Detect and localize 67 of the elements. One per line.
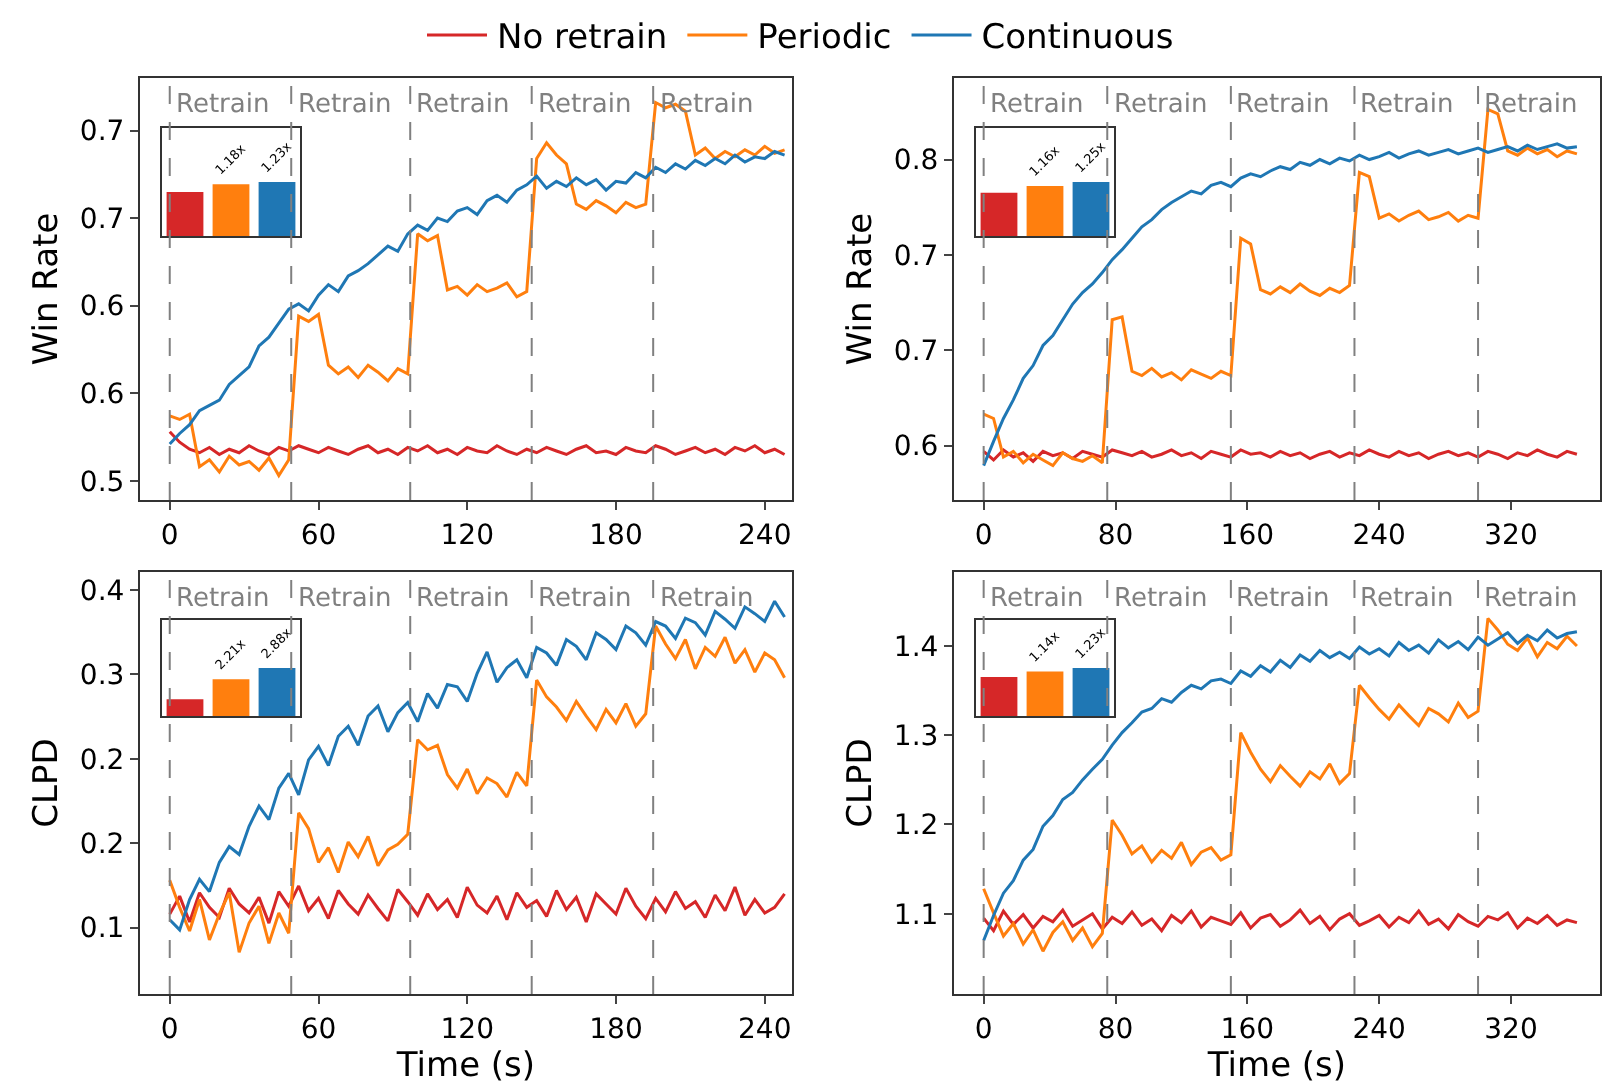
x-tick-label: 0 — [160, 1013, 179, 1046]
x-tick-label: 80 — [1097, 519, 1134, 552]
ref-line-label: Retrain — [176, 90, 270, 120]
legend-label: Continuous — [981, 18, 1174, 59]
y-tick-label: 0.5 — [79, 466, 125, 499]
y-tick-label: 1.1 — [893, 899, 939, 932]
x-tick-label: 60 — [300, 519, 337, 552]
legend-label: No retrain — [497, 18, 668, 59]
ref-line-label: Retrain — [538, 584, 632, 614]
ref-line-label: Retrain — [298, 90, 392, 120]
legend-label: Periodic — [757, 18, 892, 59]
y-tick-label: 0.4 — [79, 575, 125, 608]
x-tick-label: 320 — [1484, 519, 1538, 552]
ref-line-label: Retrain — [416, 90, 510, 120]
ref-line-label: Retrain — [1360, 90, 1454, 120]
ref-line-label: Retrain — [990, 584, 1084, 614]
y-tick-label: 0.7 — [79, 116, 125, 149]
x-tick-label: 320 — [1484, 1013, 1538, 1046]
ref-line-label: Retrain — [660, 584, 754, 614]
ref-line-label: Retrain — [1236, 90, 1330, 120]
y-axis-title: Win Rate — [840, 212, 881, 366]
x-tick-label: 240 — [1352, 1013, 1406, 1046]
x-tick-label: 80 — [1097, 1013, 1134, 1046]
y-axis-title: CLPD — [840, 738, 881, 828]
x-tick-label: 240 — [738, 1013, 792, 1046]
x-tick-label: 0 — [974, 519, 993, 552]
y-tick-label: 0.7 — [893, 241, 939, 274]
y-tick-label: 0.3 — [79, 660, 125, 693]
y-tick-label: 1.2 — [893, 810, 939, 843]
y-tick-label: 0.6 — [79, 291, 125, 324]
x-tick-label: 0 — [160, 519, 179, 552]
ref-line-label: Retrain — [1484, 90, 1578, 120]
x-tick-label: 240 — [738, 519, 792, 552]
ref-line-label: Retrain — [538, 90, 632, 120]
y-tick-label: 0.6 — [79, 378, 125, 411]
x-axis-title: Time (s) — [1205, 1045, 1347, 1086]
y-axis-title: Win Rate — [26, 212, 67, 366]
y-tick-label: 0.8 — [893, 145, 939, 178]
y-tick-label: 1.3 — [893, 721, 939, 754]
ref-line-label: Retrain — [298, 584, 392, 614]
y-tick-label: 1.4 — [893, 631, 939, 664]
ref-line-label: Retrain — [1114, 584, 1208, 614]
y-tick-label: 0.2 — [79, 744, 125, 777]
x-tick-label: 120 — [440, 519, 494, 552]
y-axis-title: CLPD — [26, 738, 67, 828]
ref-line-label: Retrain — [416, 584, 510, 614]
y-tick-label: 0.7 — [893, 335, 939, 368]
x-tick-label: 160 — [1220, 519, 1275, 552]
ref-line-label: Retrain — [1360, 584, 1454, 614]
ref-line-label: Retrain — [1236, 584, 1330, 614]
x-tick-label: 180 — [589, 519, 643, 552]
ref-line-label: Retrain — [660, 90, 754, 120]
x-tick-label: 0 — [974, 1013, 993, 1046]
x-tick-label: 120 — [440, 1013, 494, 1046]
ref-line-label: Retrain — [990, 90, 1084, 120]
x-tick-label: 60 — [300, 1013, 337, 1046]
y-tick-label: 0.7 — [79, 203, 125, 236]
ref-line-label: Retrain — [1114, 90, 1208, 120]
y-tick-label: 0.2 — [79, 829, 125, 861]
x-tick-label: 240 — [1352, 519, 1406, 552]
ref-line-label: Retrain — [1484, 584, 1578, 614]
x-tick-label: 160 — [1220, 1013, 1275, 1046]
y-tick-label: 0.6 — [893, 431, 939, 464]
y-tick-label: 0.1 — [79, 913, 125, 946]
x-axis-title: Time (s) — [394, 1045, 536, 1086]
x-tick-label: 180 — [589, 1013, 643, 1046]
ref-line-label: Retrain — [176, 584, 270, 614]
